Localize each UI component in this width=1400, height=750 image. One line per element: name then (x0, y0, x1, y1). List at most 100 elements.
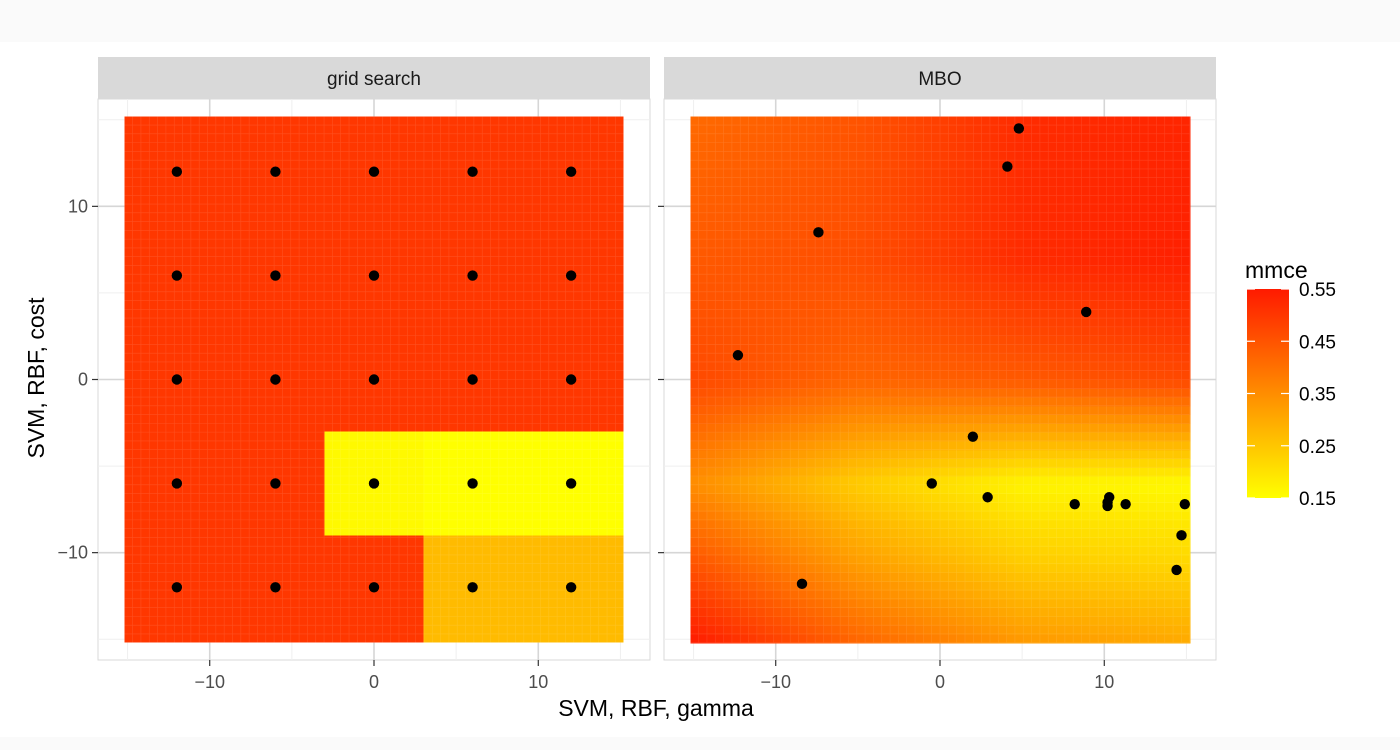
heat-cell (1173, 230, 1182, 240)
heat-cell (731, 493, 741, 503)
heat-cell (1148, 449, 1158, 460)
heat-cell (840, 265, 850, 275)
heat-cell (898, 265, 908, 275)
heat-cell (1139, 212, 1149, 223)
heat-cell (773, 432, 783, 442)
x-tick-label: −10 (194, 672, 225, 692)
heat-cell (1023, 476, 1033, 486)
heat-cell (715, 511, 725, 521)
heat-cell (1181, 282, 1191, 293)
heat-cell (773, 160, 783, 170)
heat-cell (806, 326, 816, 337)
heat-cell (1006, 440, 1016, 451)
heat-cell (1164, 546, 1174, 556)
heat-cell (1056, 300, 1066, 310)
heat-cell (931, 282, 941, 293)
heat-cell (773, 388, 783, 398)
heat-cell (1131, 484, 1141, 495)
heat-cell (748, 563, 758, 574)
heat-cell (1106, 195, 1116, 205)
heat-cell (756, 572, 766, 582)
heat-cell (1131, 502, 1141, 512)
heat-cell (998, 440, 1008, 451)
heat-cell (723, 519, 733, 530)
heat-cell (1173, 344, 1182, 354)
heat-cell (1123, 633, 1133, 644)
heat-cell (1031, 458, 1041, 468)
heat-cell (865, 318, 875, 328)
heat-cell (790, 195, 800, 205)
heat-cell (915, 204, 924, 214)
heat-cell (865, 414, 875, 424)
heat-cell (1048, 616, 1058, 626)
heat-cell (906, 116, 916, 126)
heat-cell (856, 528, 866, 539)
heat-cell (873, 230, 883, 240)
heat-cell (948, 581, 958, 591)
heat-cell (1006, 493, 1016, 503)
heat-cell (1073, 414, 1083, 424)
heat-cell (1173, 554, 1182, 565)
heat-cell (1148, 168, 1158, 179)
data-point (565, 582, 577, 593)
heat-cell (865, 247, 875, 258)
heat-cell (931, 440, 941, 451)
heat-cell (840, 195, 850, 205)
heat-cell (731, 125, 741, 135)
heat-cell (1173, 291, 1182, 302)
heat-cell (715, 625, 725, 635)
heat-cell (890, 282, 899, 293)
heat-cell (973, 502, 983, 512)
heat-cell (815, 186, 825, 196)
heat-cell (798, 204, 808, 214)
heat-cell (890, 607, 899, 617)
heat-cell (790, 361, 800, 372)
heat-cell (964, 572, 974, 582)
heat-cell (1173, 282, 1182, 293)
heat-cell (948, 405, 958, 416)
heat-cell (1081, 537, 1091, 547)
heat-cell (973, 291, 983, 302)
heat-cell (1073, 151, 1083, 161)
heat-cell (1056, 379, 1066, 389)
heat-cell (1039, 195, 1049, 205)
heat-cell (848, 230, 858, 240)
heat-cell (1114, 125, 1124, 135)
heat-cell (1056, 309, 1066, 319)
heat-cell (690, 142, 700, 153)
heat-cell (1098, 344, 1108, 354)
heat-cell (890, 256, 899, 267)
heat-cell (1081, 502, 1091, 512)
heat-cell (1156, 616, 1166, 626)
heat-cell (831, 528, 841, 539)
heat-cell (748, 467, 758, 477)
heat-cell (1131, 300, 1141, 310)
heat-cell (998, 590, 1008, 600)
heat-cell (1114, 388, 1124, 398)
heat-cell (815, 581, 825, 591)
heat-cell (715, 212, 725, 223)
heat-cell (1114, 554, 1124, 565)
heat-cell (1073, 440, 1083, 451)
heat-cell (1106, 300, 1116, 310)
heat-cell (1114, 423, 1124, 433)
heat-cell (898, 607, 908, 617)
heat-cell (723, 300, 733, 310)
heat-cell (1006, 326, 1016, 337)
heat-cell (981, 133, 991, 144)
heat-cell (690, 186, 700, 196)
heat-cell (1081, 353, 1091, 363)
heat-cell (931, 335, 941, 346)
heat-cell (1089, 221, 1099, 231)
heat-cell (765, 476, 775, 486)
heat-cell (1114, 528, 1124, 539)
heat-cell (1131, 388, 1141, 398)
heat-cell (964, 633, 974, 644)
heat-cell (989, 581, 999, 591)
heat-cell (723, 502, 733, 512)
heat-cell (831, 554, 841, 565)
heat-cell (806, 458, 816, 468)
heat-cell (840, 247, 850, 258)
heat-cell (964, 335, 974, 346)
heat-cell (1089, 388, 1099, 398)
